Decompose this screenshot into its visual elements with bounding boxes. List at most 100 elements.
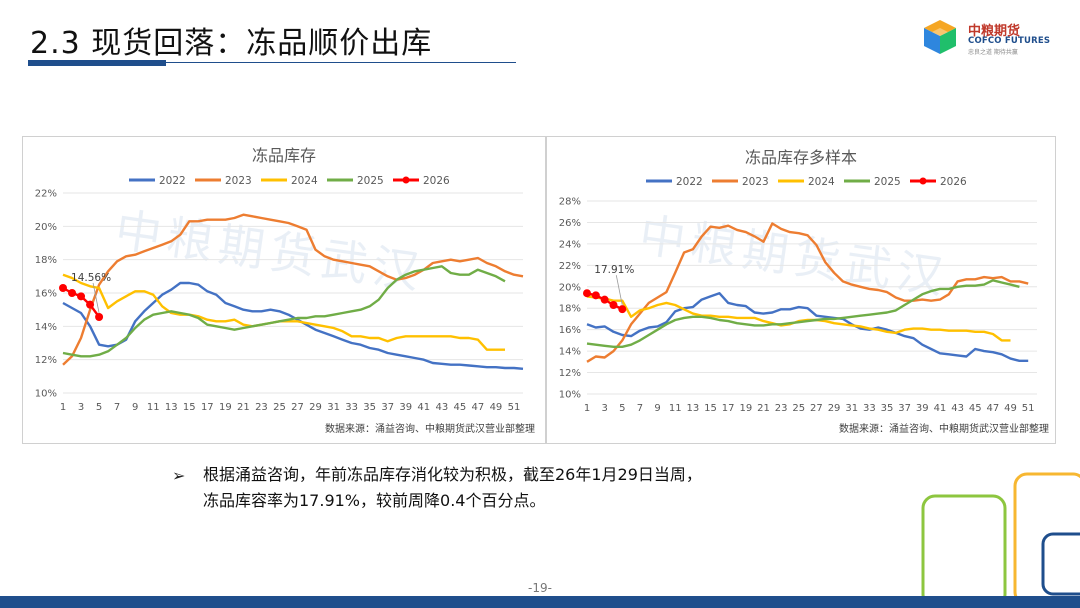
legend-label-2022: 2022 (676, 176, 703, 188)
footer-bar (0, 596, 1080, 608)
cube-logo-icon (924, 20, 956, 54)
x-tick-label-23: 23 (255, 402, 268, 413)
x-tick-label-27: 27 (810, 403, 823, 414)
slide-title: 2.3 现货回落：冻品顺价出库 (30, 26, 433, 61)
series-point-2026-3 (600, 295, 609, 304)
x-tick-label-21: 21 (757, 403, 770, 414)
series-point-2026-1 (59, 284, 67, 292)
series-line-2022 (586, 291, 1029, 363)
x-tick-label-9: 9 (132, 402, 138, 413)
y-tick-label-12: 12% (35, 355, 57, 366)
chart-title: 冻品库存 (252, 146, 316, 165)
annotation-label: 17.91% (594, 264, 634, 276)
x-tick-label-5: 5 (619, 403, 625, 414)
y-tick-label-16: 16% (35, 289, 57, 300)
summary-line-1: 根据涌益咨询，年前冻品库存消化较为积极，截至26年1月29日当周， (203, 465, 702, 484)
x-tick-label-3: 3 (78, 402, 84, 413)
chart-frozen-inventory: 中粮期货武汉 冻品库存 2022 2023 2024 2025 2026 10% 12% 14% 1… (35, 146, 535, 435)
x-tick-label-13: 13 (165, 402, 178, 413)
x-tick-label-11: 11 (669, 403, 682, 414)
y-tick-label-28: 28% (559, 197, 581, 208)
decorative-frames (921, 472, 1080, 596)
x-tick-label-3: 3 (601, 403, 607, 414)
y-tick-label-18: 18% (559, 304, 581, 315)
legend-label-2025: 2025 (874, 176, 901, 188)
series-line-2022 (62, 281, 524, 370)
legend-label-2024: 2024 (291, 175, 318, 187)
x-tick-label-1: 1 (584, 403, 590, 414)
series-point-2026-5 (95, 313, 104, 321)
x-tick-label-17: 17 (201, 402, 214, 413)
legend-label-2023: 2023 (225, 175, 252, 187)
logo-tagline: 忠良之道 期待共赢 (968, 49, 1018, 56)
x-tick-label-17: 17 (722, 403, 735, 414)
x-tick-label-37: 37 (381, 402, 394, 413)
y-tick-label-14: 14% (559, 347, 581, 358)
summary-line-2: 冻品库容率为17.91%，较前周降0.4个百分点。 (203, 491, 546, 510)
series-point-2026-4 (609, 301, 618, 310)
chart-title: 冻品库存多样本 (745, 148, 857, 167)
x-tick-label-31: 31 (845, 403, 858, 414)
y-tick-label-10: 10% (559, 390, 581, 401)
y-tick-label-20: 20% (35, 222, 57, 233)
series-point-2026-2 (591, 291, 600, 300)
y-tick-label-22: 22% (559, 261, 581, 272)
y-tick-label-14: 14% (35, 322, 57, 333)
x-tick-label-51: 51 (508, 402, 521, 413)
page-number: -19- (528, 581, 552, 595)
x-tick-label-35: 35 (881, 403, 894, 414)
x-tick-label-13: 13 (687, 403, 700, 414)
legend-marker-2026 (919, 177, 927, 185)
chart-source: 数据来源：涌益咨询、中粮期货武汉营业部整理 (325, 422, 535, 435)
x-tick-label-49: 49 (1004, 403, 1017, 414)
y-tick-label-24: 24% (559, 239, 581, 250)
x-tick-label-29: 29 (309, 402, 322, 413)
y-tick-label-10: 10% (35, 389, 57, 400)
x-tick-label-15: 15 (704, 403, 717, 414)
x-tick-label-7: 7 (114, 402, 120, 413)
x-tick-label-45: 45 (453, 402, 466, 413)
series-line-2023 (62, 213, 524, 366)
x-tick-label-39: 39 (916, 403, 929, 414)
legend-label-2026: 2026 (423, 175, 450, 187)
x-tick-label-47: 47 (472, 402, 485, 413)
x-tick-label-25: 25 (792, 403, 805, 414)
series-point-2026-3 (77, 292, 86, 301)
x-tick-label-27: 27 (291, 402, 304, 413)
y-tick-label-18: 18% (35, 255, 57, 266)
x-tick-label-47: 47 (987, 403, 1000, 414)
legend-label-2026: 2026 (940, 176, 967, 188)
x-tick-label-33: 33 (863, 403, 876, 414)
series-point-2026-4 (86, 300, 95, 309)
y-tick-label-16: 16% (559, 325, 581, 336)
legend-label-2024: 2024 (808, 176, 835, 188)
y-tick-label-20: 20% (559, 282, 581, 293)
x-tick-label-19: 19 (219, 402, 232, 413)
x-tick-label-41: 41 (934, 403, 947, 414)
x-tick-label-5: 5 (96, 402, 102, 413)
summary-paragraph: 根据涌益咨询，年前冻品库存消化较为积极，截至26年1月29日当周， 冻品库容率为… (203, 462, 853, 514)
y-tick-label-22: 22% (35, 189, 57, 200)
title-underline (166, 62, 516, 63)
title-underline-accent (28, 60, 166, 66)
legend-label-2025: 2025 (357, 175, 384, 187)
x-tick-label-7: 7 (637, 403, 643, 414)
chart-panel-left: 中粮期货武汉 冻品库存 2022 2023 2024 2025 2026 10% 12% 14% 1… (22, 136, 546, 444)
annotation-leader (615, 275, 623, 306)
series-line-2025 (62, 265, 506, 358)
bullet-arrow-icon: ➢ (172, 466, 186, 485)
x-tick-label-33: 33 (345, 402, 358, 413)
x-tick-label-21: 21 (237, 402, 250, 413)
x-tick-label-15: 15 (183, 402, 196, 413)
legend-marker-2026 (402, 176, 410, 184)
x-tick-label-31: 31 (327, 402, 340, 413)
x-tick-label-1: 1 (60, 402, 66, 413)
x-tick-label-49: 49 (490, 402, 503, 413)
x-tick-label-43: 43 (951, 403, 964, 414)
series-point-2026-1 (583, 289, 591, 298)
x-tick-label-19: 19 (739, 403, 752, 414)
series-line-2023 (586, 222, 1029, 363)
x-tick-label-23: 23 (775, 403, 788, 414)
annotation-leader (92, 282, 100, 314)
